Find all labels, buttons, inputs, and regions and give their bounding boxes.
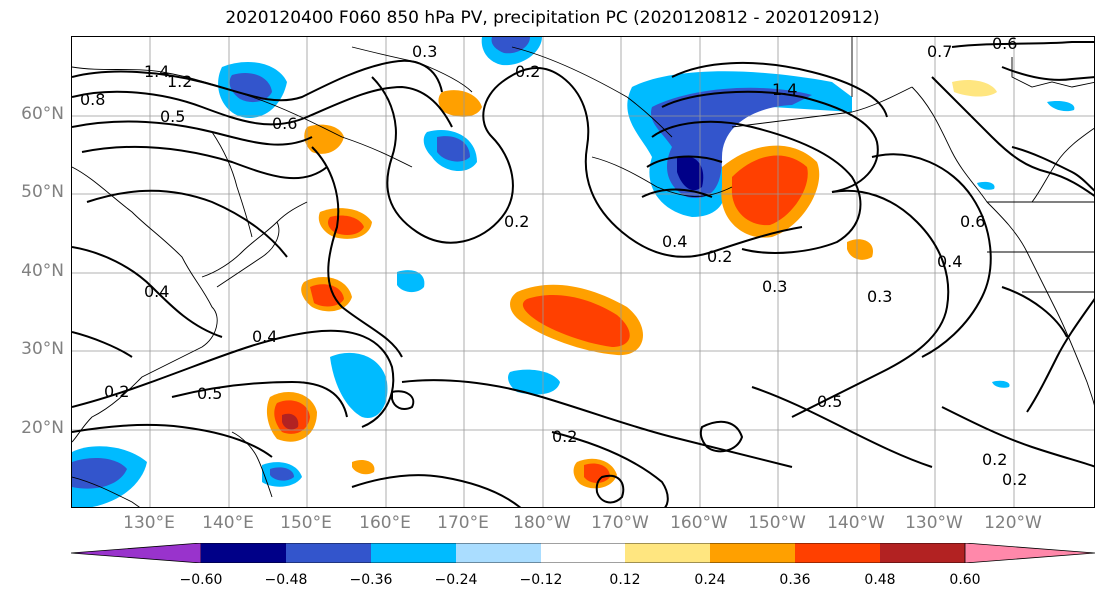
contour-label: 0.4 xyxy=(144,282,169,301)
contour-label: 0.2 xyxy=(707,247,732,266)
colorbar-extend-low xyxy=(71,543,202,563)
contour-label: 0.2 xyxy=(504,212,529,231)
contour-label: 0.4 xyxy=(662,232,687,251)
lat-label: 20°N xyxy=(21,418,64,438)
colorbar-segment xyxy=(880,543,965,563)
contour-label: 0.2 xyxy=(982,450,1007,469)
lon-label: 140°E xyxy=(202,513,254,533)
map-panel: 1.4 1.2 0.8 0.6 0.5 0.4 0.3 0.2 0.2 0.4 … xyxy=(71,36,1095,508)
colorbar-tick: 0.12 xyxy=(609,572,641,588)
contour-label: 0.4 xyxy=(252,327,277,346)
contour-label: 1.4 xyxy=(772,80,797,99)
colorbar-segment xyxy=(201,543,286,563)
contour-label: 0.2 xyxy=(552,427,577,446)
contour-label: 0.3 xyxy=(867,287,892,306)
colorbar-segment xyxy=(625,543,710,563)
lon-label: 150°E xyxy=(280,513,332,533)
gridlines xyxy=(72,37,1094,507)
lon-label: 140°W xyxy=(827,513,885,533)
contour-label: 0.2 xyxy=(515,62,540,81)
contour-label: 0.5 xyxy=(197,384,222,403)
colorbar-tick: −0.48 xyxy=(264,572,308,588)
colorbar-tick: 0.60 xyxy=(949,572,981,588)
contour-label: 0.3 xyxy=(412,42,437,61)
colorbar-segment xyxy=(795,543,880,563)
lon-label: 120°W xyxy=(984,513,1042,533)
contour-label: 0.3 xyxy=(762,277,787,296)
lon-label: 130°E xyxy=(123,513,175,533)
contour-label: 0.7 xyxy=(927,42,952,61)
lat-label: 30°N xyxy=(21,339,64,359)
contour-label: 0.2 xyxy=(104,382,129,401)
colorbar-segment xyxy=(371,543,456,563)
colorbar-tick: −0.24 xyxy=(434,572,478,588)
contour-label: 0.4 xyxy=(937,252,962,271)
colorbar-tick: −0.36 xyxy=(349,572,393,588)
contour-labels: 1.4 1.2 0.8 0.6 0.5 0.4 0.3 0.2 0.2 0.4 … xyxy=(80,37,1027,489)
contour-label: 0.8 xyxy=(80,90,105,109)
colorbar-segment xyxy=(286,543,371,563)
pv-contours xyxy=(72,41,1094,507)
colorbar-segment xyxy=(541,543,625,563)
lon-label: 170°E xyxy=(437,513,489,533)
lon-label: 130°W xyxy=(905,513,963,533)
lat-label: 60°N xyxy=(21,104,64,124)
lon-label: 180°W xyxy=(513,513,571,533)
lon-label: 160°E xyxy=(359,513,411,533)
contour-label: 0.6 xyxy=(960,212,985,231)
colorbar-segment xyxy=(456,543,541,563)
lat-label: 50°N xyxy=(21,182,64,202)
contour-label: 0.5 xyxy=(160,107,185,126)
precip-shading xyxy=(72,37,1075,507)
contour-label: 0.5 xyxy=(817,392,842,411)
colorbar-tick: 0.48 xyxy=(864,572,896,588)
contour-label: 0.2 xyxy=(1002,470,1027,489)
map-canvas: 1.4 1.2 0.8 0.6 0.5 0.4 0.3 0.2 0.2 0.4 … xyxy=(72,37,1094,507)
colorbar-tick: 0.36 xyxy=(779,572,811,588)
lon-label: 150°W xyxy=(748,513,806,533)
contour-label: 0.6 xyxy=(992,37,1017,53)
contour-label: 1.4 xyxy=(144,62,169,81)
figure-title: 2020120400 F060 850 hPa PV, precipitatio… xyxy=(225,8,880,28)
contour-label: 0.6 xyxy=(272,114,297,133)
colorbar-tick: 0.24 xyxy=(694,572,726,588)
colorbar-tick: −0.60 xyxy=(179,572,223,588)
colorbar-segment xyxy=(710,543,795,563)
colorbar xyxy=(71,543,1095,563)
lat-label: 40°N xyxy=(21,261,64,281)
colorbar-extend-high xyxy=(964,543,1095,563)
contour-label: 1.2 xyxy=(167,72,192,91)
lon-label: 160°W xyxy=(670,513,728,533)
colorbar-tick: −0.12 xyxy=(519,572,563,588)
lon-label: 170°W xyxy=(591,513,649,533)
